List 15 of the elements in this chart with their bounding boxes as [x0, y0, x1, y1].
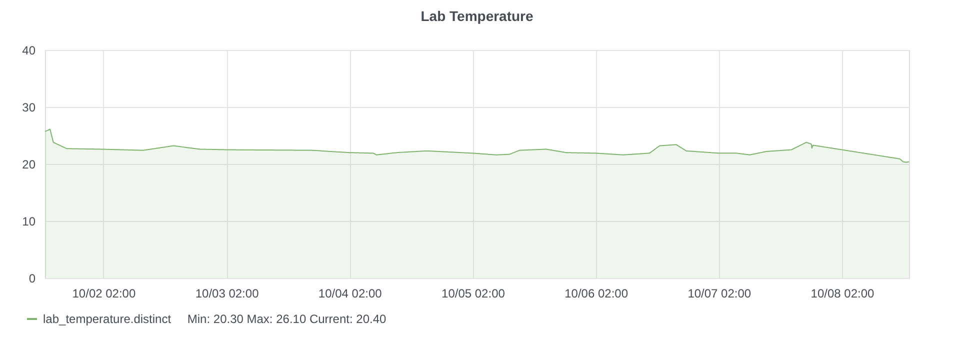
legend-label: lab_temperature.distinct — [43, 312, 172, 326]
x-tick-label: 10/06 02:00 — [564, 286, 628, 300]
x-tick-label: 10/04 02:00 — [318, 286, 382, 300]
y-tick-label: 40 — [22, 44, 36, 58]
x-tick-label: 10/03 02:00 — [195, 286, 260, 300]
x-tick-label: 10/08 02:00 — [810, 286, 874, 300]
y-tick-label: 30 — [22, 100, 36, 114]
chart-title: Lab Temperature — [420, 8, 534, 24]
x-tick-label: 10/07 02:00 — [688, 286, 752, 300]
text: Min: 20.30 Max: 26.10 Current: 20.40 — [187, 312, 387, 326]
x-tick-label: 10/05 02:00 — [442, 286, 506, 300]
y-tick-label: 10 — [22, 214, 36, 228]
x-tick-label: 10/02 02:00 — [72, 286, 136, 300]
y-tick-label: 0 — [28, 272, 36, 286]
y-tick-label: 20 — [22, 158, 36, 172]
